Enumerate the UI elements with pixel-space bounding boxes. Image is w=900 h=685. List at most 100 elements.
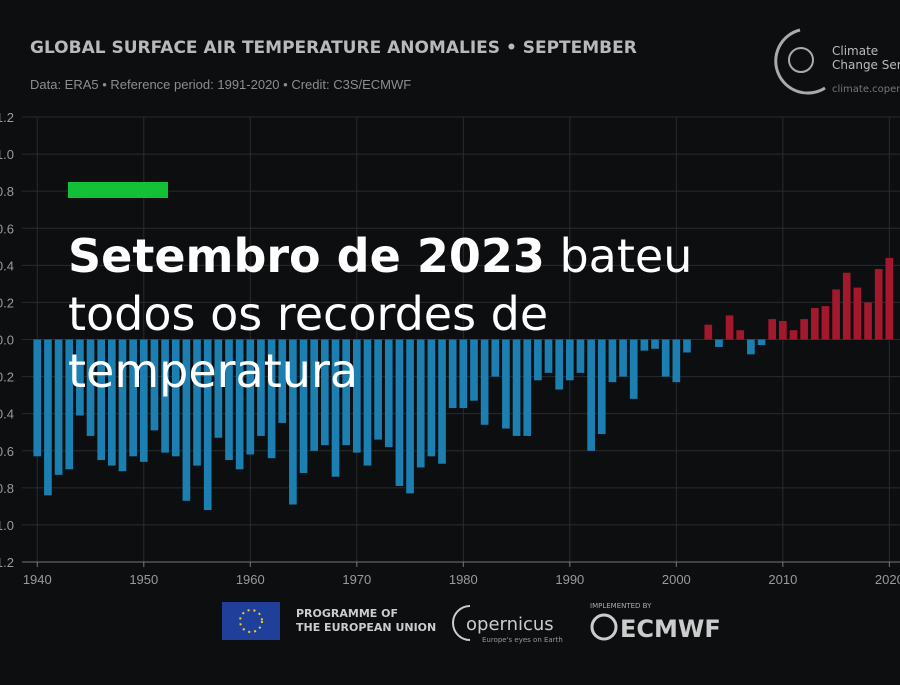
x-tick-label: 2020 <box>875 572 900 587</box>
bar <box>747 339 755 355</box>
bar <box>864 302 872 340</box>
x-tick-label: 1990 <box>555 572 584 587</box>
bar <box>597 339 606 435</box>
bar <box>406 339 414 494</box>
bar <box>629 339 638 399</box>
bar <box>203 339 212 511</box>
headline: Setembro de 2023 bateu <box>68 229 692 283</box>
bar <box>480 339 489 425</box>
bar <box>683 339 691 353</box>
bar <box>736 330 745 340</box>
bar <box>448 339 457 409</box>
eu-text: PROGRAMME OF <box>296 607 398 620</box>
brand-text: Climate <box>832 44 878 58</box>
headline: temperatura <box>68 344 358 398</box>
bar <box>267 339 276 459</box>
y-tick-label: -1.0 <box>0 518 14 533</box>
x-tick-label: 1970 <box>342 572 371 587</box>
plot: -1.2 -1.0 -0.8 -0.6 -0.4 -0.2 0.0 0.2 0.4 0.6 0.8 1… <box>0 110 900 587</box>
bar <box>768 319 777 340</box>
bar <box>214 339 223 438</box>
bar <box>832 289 840 340</box>
logo-cloud <box>788 47 814 73</box>
bar <box>310 339 319 451</box>
x-tick-label: 1980 <box>449 572 478 587</box>
chart-title: GLOBAL SURFACE AIR TEMPERATURE ANOMALIES… <box>30 38 637 58</box>
bar <box>459 339 468 409</box>
bar <box>129 339 137 457</box>
footer-logos: PROGRAMME OF THE EUROPEAN UNION opernicu… <box>222 602 721 644</box>
bar <box>789 330 798 340</box>
chart-subtitle: Data: ERA5 • Reference period: 1991-2020… <box>30 77 411 92</box>
bar <box>193 339 201 466</box>
bar <box>779 320 787 340</box>
bar <box>672 339 681 383</box>
y-tick-label: -0.8 <box>0 481 14 496</box>
implemented-text: IMPLEMENTED BY <box>590 602 652 610</box>
bar <box>757 339 766 346</box>
y-tick-label: 0.4 <box>0 258 14 273</box>
y-tick-label: 0.8 <box>0 184 14 199</box>
bar <box>885 257 894 340</box>
brand-logo: Climate Change Serv climate.coperni <box>774 28 900 95</box>
bar <box>289 339 297 505</box>
headline-text: bateu <box>559 229 692 283</box>
headline: todos os recordes de <box>68 287 548 341</box>
x-tick-label: 2000 <box>662 572 691 587</box>
bar <box>76 339 84 416</box>
headline-bold: Setembro de 2023 <box>68 229 545 283</box>
bar <box>874 269 883 340</box>
x-tick-label: 1950 <box>129 572 158 587</box>
bar <box>299 339 308 473</box>
bar <box>715 339 723 347</box>
copernicus-c <box>452 605 471 641</box>
bar <box>65 339 74 470</box>
bar <box>534 339 542 381</box>
bar <box>555 339 564 390</box>
bar <box>97 339 106 461</box>
bar <box>321 339 329 446</box>
bar <box>565 339 574 381</box>
bar <box>704 324 713 340</box>
x-tick-label: 2010 <box>768 572 797 587</box>
bar <box>352 339 361 453</box>
y-tick-label: 0.0 <box>0 333 14 348</box>
eu-flag <box>222 602 280 640</box>
bar <box>118 339 127 472</box>
bar <box>640 339 649 351</box>
x-tick-label: 1960 <box>236 572 265 587</box>
bar <box>342 339 350 446</box>
bar <box>374 339 382 440</box>
bar <box>44 339 52 496</box>
y-tick-label: 0.6 <box>0 221 14 236</box>
bar <box>139 339 148 462</box>
bar <box>502 339 510 429</box>
y-tick-label: -0.4 <box>0 407 14 422</box>
bar <box>384 339 393 448</box>
bar <box>395 339 404 486</box>
bar <box>331 339 340 477</box>
bar <box>171 339 180 457</box>
bar <box>810 307 819 340</box>
bar <box>416 339 425 468</box>
bar <box>576 339 585 373</box>
bar <box>491 339 500 377</box>
copernicus-text: opernicus <box>466 614 554 635</box>
bar <box>800 319 808 340</box>
bar <box>235 339 244 470</box>
bar <box>182 339 191 501</box>
bar <box>842 272 851 340</box>
bar <box>587 339 595 451</box>
bar <box>161 339 169 453</box>
bar <box>54 339 63 475</box>
y-tick-label: -1.2 <box>0 555 14 570</box>
bar <box>438 339 446 464</box>
bar <box>608 339 617 383</box>
bar <box>86 339 95 436</box>
y-tick-label: 1.2 <box>0 110 14 125</box>
bar <box>108 339 116 466</box>
bar <box>512 339 521 436</box>
bar <box>246 339 255 455</box>
bar <box>651 339 659 349</box>
